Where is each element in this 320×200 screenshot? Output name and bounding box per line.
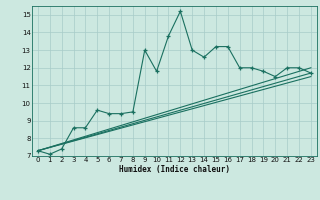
X-axis label: Humidex (Indice chaleur): Humidex (Indice chaleur) <box>119 165 230 174</box>
